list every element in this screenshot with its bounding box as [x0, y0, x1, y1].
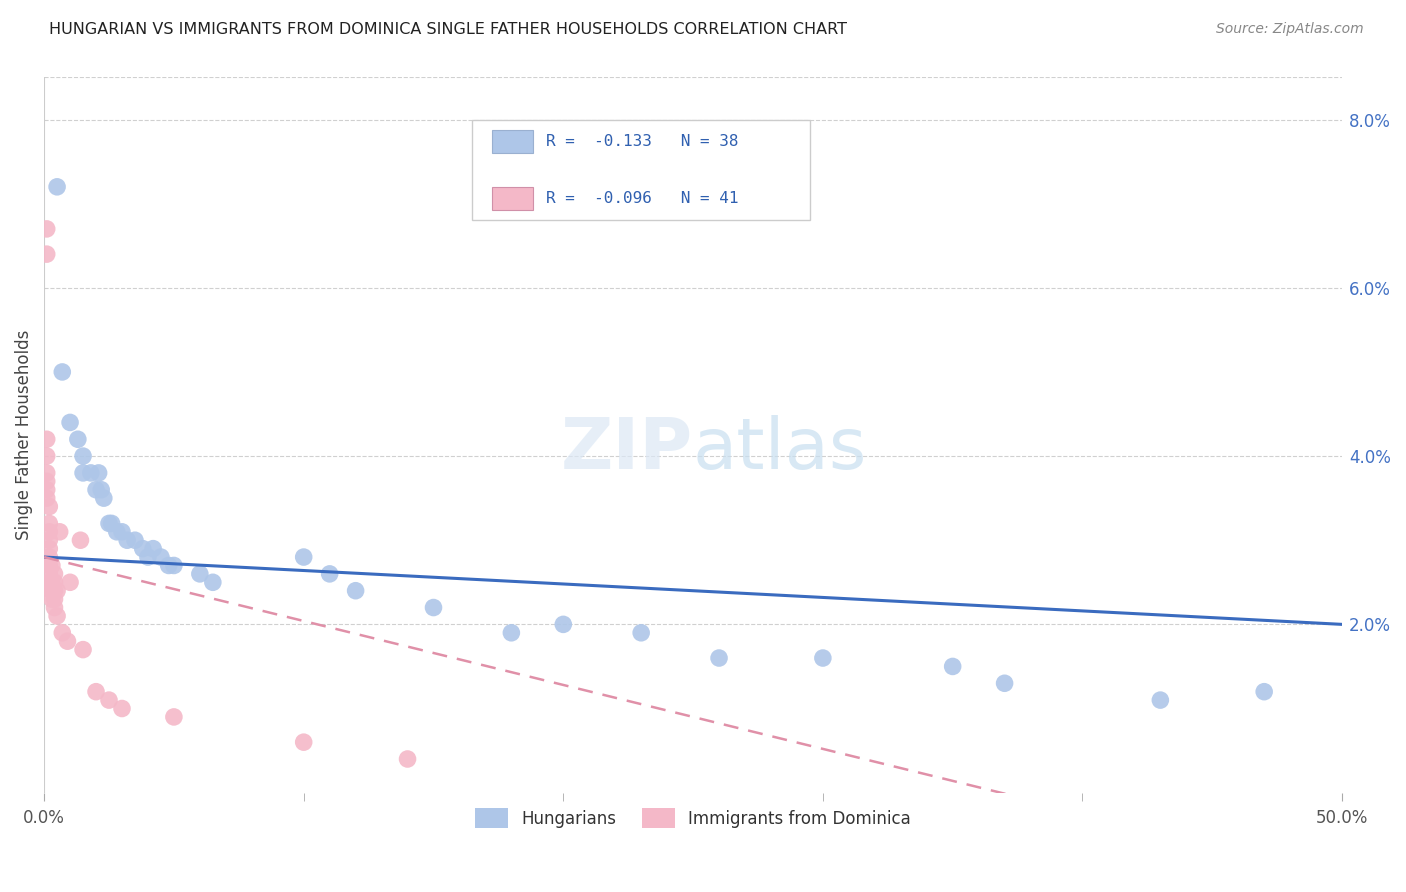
Point [90, 483, 112, 497]
Point [35, 475, 58, 489]
Point [163, 710, 186, 724]
Point [51, 625, 73, 640]
Point [35, 483, 58, 497]
Text: HUNGARIAN VS IMMIGRANTS FROM DOMINICA SINGLE FATHER HOUSEHOLDS CORRELATION CHART: HUNGARIAN VS IMMIGRANTS FROM DOMINICA SI… [49, 22, 848, 37]
Point [111, 524, 134, 539]
Text: ZIP: ZIP [561, 415, 693, 483]
Point [35, 432, 58, 446]
Point [46, 609, 69, 624]
FancyBboxPatch shape [492, 129, 533, 153]
Text: Source: ZipAtlas.com: Source: ZipAtlas.com [1216, 22, 1364, 37]
Point [201, 575, 224, 590]
Point [38, 541, 60, 556]
Point [72, 642, 94, 657]
Text: atlas: atlas [693, 415, 868, 483]
FancyBboxPatch shape [492, 186, 533, 210]
Point [142, 541, 165, 556]
Point [44, 592, 66, 607]
Point [38, 558, 60, 573]
Point [35, 491, 58, 505]
Point [46, 179, 69, 194]
Point [553, 617, 575, 632]
Point [69, 533, 91, 548]
Point [59, 575, 82, 590]
Point [157, 558, 180, 573]
Point [84, 483, 107, 497]
Point [41, 583, 63, 598]
Point [422, 600, 444, 615]
Point [111, 701, 134, 715]
Legend: Hungarians, Immigrants from Dominica: Hungarians, Immigrants from Dominica [468, 802, 918, 834]
Point [41, 558, 63, 573]
Point [44, 575, 66, 590]
Point [35, 449, 58, 463]
Point [501, 625, 523, 640]
Point [46, 583, 69, 598]
Point [132, 541, 155, 556]
Point [942, 659, 965, 673]
Point [41, 592, 63, 607]
Point [38, 550, 60, 565]
Point [124, 533, 146, 548]
Point [80, 466, 103, 480]
Point [105, 524, 128, 539]
Point [59, 416, 82, 430]
Point [38, 575, 60, 590]
Point [44, 600, 66, 615]
Point [98, 516, 121, 531]
Point [136, 550, 159, 565]
Point [188, 566, 211, 581]
Point [41, 583, 63, 598]
Point [292, 735, 315, 749]
Point [811, 651, 834, 665]
Point [44, 583, 66, 598]
Point [1149, 693, 1171, 707]
Text: R =  -0.133   N = 38: R = -0.133 N = 38 [547, 134, 740, 149]
Point [707, 651, 730, 665]
Point [292, 550, 315, 565]
Point [163, 558, 186, 573]
Point [38, 524, 60, 539]
Point [35, 222, 58, 236]
Point [56, 634, 79, 648]
Point [1253, 684, 1275, 698]
Point [87, 466, 110, 480]
Point [98, 693, 121, 707]
Point [100, 516, 122, 531]
Point [35, 466, 58, 480]
Point [51, 365, 73, 379]
Point [630, 625, 652, 640]
Point [44, 566, 66, 581]
Point [41, 575, 63, 590]
Point [35, 247, 58, 261]
Point [72, 466, 94, 480]
FancyBboxPatch shape [472, 120, 810, 220]
Point [115, 533, 138, 548]
Y-axis label: Single Father Households: Single Father Households [15, 330, 32, 541]
Point [84, 684, 107, 698]
Point [66, 432, 89, 446]
Point [48, 524, 70, 539]
Point [149, 550, 172, 565]
Text: R =  -0.096   N = 41: R = -0.096 N = 41 [547, 191, 740, 206]
Point [38, 566, 60, 581]
Point [344, 583, 367, 598]
Point [38, 533, 60, 548]
Point [318, 566, 340, 581]
Point [396, 752, 419, 766]
Point [38, 516, 60, 531]
Point [72, 449, 94, 463]
Point [93, 491, 115, 505]
Point [994, 676, 1017, 690]
Point [38, 500, 60, 514]
